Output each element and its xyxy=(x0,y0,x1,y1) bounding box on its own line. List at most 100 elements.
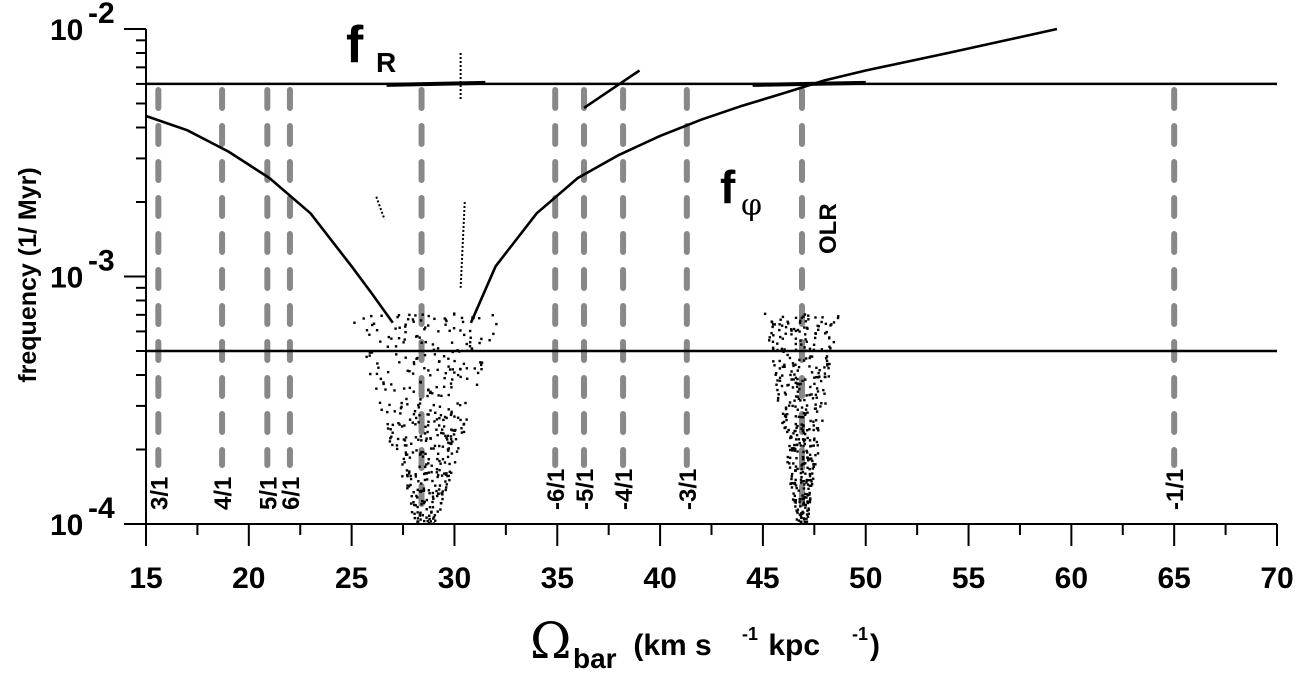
scatter-point xyxy=(446,474,449,478)
scatter-point xyxy=(450,471,453,475)
scatter-point xyxy=(790,481,793,485)
scatter-point xyxy=(823,392,826,395)
resonance-label: 3/1 xyxy=(146,477,173,510)
scatter-point xyxy=(397,421,400,425)
scatter-point xyxy=(442,355,446,358)
scatter-point xyxy=(800,316,804,320)
scatter-point xyxy=(808,472,812,476)
scatter-point xyxy=(390,337,393,340)
scatter-point xyxy=(808,498,812,502)
scatter-point xyxy=(386,370,390,374)
scatter-point xyxy=(816,452,820,455)
scatter-point xyxy=(796,424,799,428)
scatter-point xyxy=(428,391,432,395)
scatter-point xyxy=(440,431,443,435)
scatter-point xyxy=(427,458,430,461)
scatter-point xyxy=(806,456,810,460)
scatter-point xyxy=(427,413,430,416)
scatter-point xyxy=(806,483,810,486)
scatter-point xyxy=(435,471,439,474)
x-tick-label: 15 xyxy=(129,562,162,595)
curve-f-phi-left-branch xyxy=(145,114,394,324)
scatter-point xyxy=(406,484,409,487)
axes xyxy=(124,28,1278,546)
scatter-point xyxy=(795,486,798,490)
scatter-point xyxy=(813,407,817,410)
scatter-point xyxy=(802,438,805,442)
svg-text:R: R xyxy=(376,47,396,78)
scatter-point xyxy=(809,385,812,389)
scatter-point xyxy=(380,408,383,411)
scatter-point xyxy=(435,418,439,421)
scatter-point xyxy=(803,398,806,402)
scatter-point xyxy=(796,511,799,514)
scatter-point xyxy=(410,442,413,445)
scatter-point xyxy=(450,428,453,431)
scatter-point xyxy=(772,323,775,326)
resonance-label: 6/1 xyxy=(278,477,305,510)
scatter-point xyxy=(480,367,483,371)
scatter-point xyxy=(825,330,828,334)
scatter-point xyxy=(416,334,419,338)
scatter-point xyxy=(447,357,450,360)
scatter-point xyxy=(403,338,406,341)
scatter-point xyxy=(805,513,809,516)
scatter-point xyxy=(394,327,397,330)
scatter-point xyxy=(399,412,402,415)
scatter-point xyxy=(391,443,394,447)
scatter-point xyxy=(805,478,809,482)
scatter-point xyxy=(432,497,435,500)
scatter-point xyxy=(435,385,438,389)
scatter-point xyxy=(813,382,816,386)
scatter-point xyxy=(444,480,447,483)
scatter-point xyxy=(415,494,418,498)
scatter-point xyxy=(790,378,793,381)
scatter-point xyxy=(402,438,406,441)
scatter-point xyxy=(412,320,415,323)
scatter-point xyxy=(799,415,803,419)
scatter-point xyxy=(812,420,815,423)
scatter-point xyxy=(792,462,795,465)
svg-text:-1: -1 xyxy=(852,624,868,644)
scatter-point xyxy=(477,317,481,320)
scatter-point xyxy=(410,495,413,498)
scatter-point xyxy=(406,318,410,321)
scatter-point xyxy=(794,429,797,433)
scatter-point xyxy=(434,519,437,522)
scatter-point xyxy=(793,482,797,486)
scatter-point xyxy=(802,503,805,506)
scatter-point xyxy=(473,367,476,370)
scatter-point xyxy=(783,391,787,394)
y-tick-label-exponent: -2 xyxy=(88,0,115,30)
scatter-point xyxy=(426,424,430,427)
scatter-point xyxy=(387,335,390,339)
scatter-point xyxy=(777,393,780,396)
scatter-point xyxy=(427,420,430,423)
scatter-point xyxy=(804,333,807,336)
svg-text:bar: bar xyxy=(573,643,617,674)
scatter-point xyxy=(830,323,833,326)
scatter-point xyxy=(417,438,420,441)
scatter-point xyxy=(427,314,430,318)
scatter-point xyxy=(810,444,813,448)
scatter-point xyxy=(815,410,819,413)
scatter-point xyxy=(770,320,773,323)
scatter-point xyxy=(772,334,775,337)
scatter-point xyxy=(424,425,427,429)
scatter-point xyxy=(441,457,445,461)
scatter-point xyxy=(800,475,803,479)
scatter-point xyxy=(447,441,450,444)
scatter-point xyxy=(778,359,781,363)
scatter-point xyxy=(453,461,457,464)
scatter-point xyxy=(792,492,795,495)
scatter-point xyxy=(443,472,446,475)
scatter-point xyxy=(446,455,450,459)
scatter-point xyxy=(421,455,425,458)
scatter-point xyxy=(768,336,771,339)
scatter-point xyxy=(799,478,803,481)
scatter-point xyxy=(783,365,786,368)
scatter-point xyxy=(814,403,817,406)
scatter-point xyxy=(797,383,800,386)
scatter-point xyxy=(799,521,802,524)
scatter-point xyxy=(790,333,793,336)
